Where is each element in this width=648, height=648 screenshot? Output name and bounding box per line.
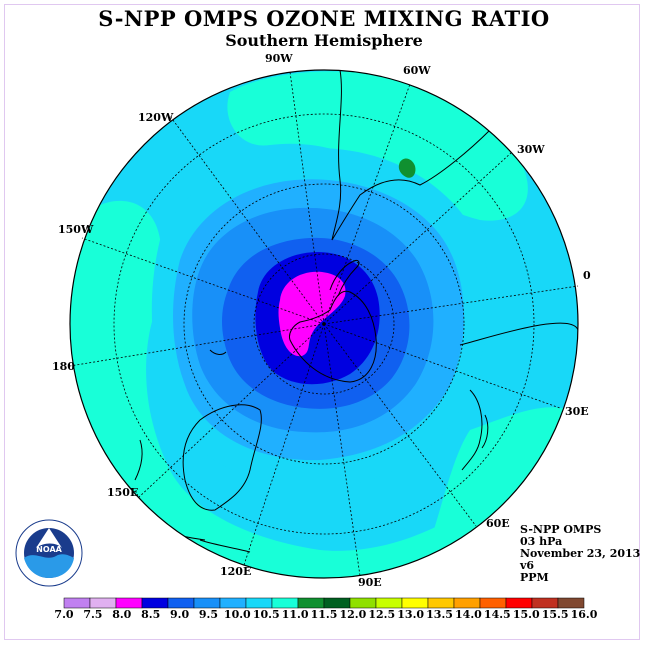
lon-label-30w: 30W [517, 143, 545, 156]
map-title: S-NPP OMPS OZONE MIXING RATIO [98, 6, 550, 31]
colorbar-tick-label: 14.5 [484, 608, 511, 621]
lon-label-0: 0 [583, 269, 591, 282]
colorbar-swatch [297, 597, 325, 609]
info-panel: S-NPP OMPS 03 hPa November 23, 2013 v6 P… [520, 524, 640, 584]
band-8-0 [278, 271, 346, 357]
colorbar-swatch [63, 597, 91, 609]
lon-label-120w: 120W [138, 111, 174, 124]
noaa-logo: NOAA [15, 519, 83, 587]
meridian-150w [81, 237, 325, 325]
info-unit: PPM [520, 571, 549, 584]
colorbar-swatch [271, 597, 299, 609]
lon-label-150e: 150E [107, 486, 138, 499]
colorbar-tick-label: 15.0 [513, 608, 540, 621]
lon-label-60w: 60W [403, 64, 431, 77]
info-version: v6 [520, 559, 535, 572]
colorbar: 7.0 7.5 8.0 8.5 9.0 9.5 10.0 10.5 11.0 11.5 12.0 12… [54, 597, 598, 621]
colorbar-tick-label: 11.0 [282, 608, 309, 621]
longitude-labels: 90W 60W 120W 30W 150W 0 180 30E 150E 60E… [52, 52, 591, 589]
latitude-ring-3 [113, 113, 535, 535]
colorbar-swatch [115, 597, 143, 609]
coast-australia [182, 404, 262, 511]
colorbar-swatch [141, 597, 169, 609]
coast-antarctica [289, 290, 377, 383]
coast-antarctic-peninsula [329, 259, 360, 297]
colorbar-tick-label: 7.5 [83, 608, 102, 621]
colorbar-swatch [89, 597, 117, 609]
latitude-ring-2 [183, 183, 465, 465]
colorbar-swatch [557, 597, 585, 609]
colorbar-tick-label: 7.0 [54, 608, 73, 621]
colorbar-tick-label: 8.0 [112, 608, 131, 621]
colorbar-tick-label: 10.5 [253, 608, 280, 621]
colorbar-tick-label: 12.5 [368, 608, 395, 621]
lon-label-180: 180 [52, 360, 75, 373]
meridian-60w [323, 83, 411, 325]
colorbar-swatch [401, 597, 429, 609]
noaa-logo-text: NOAA [36, 545, 62, 554]
meridian-120w [169, 115, 325, 325]
colorbar-tick-label: 13.5 [426, 608, 453, 621]
colorbar-swatch [453, 597, 481, 609]
colorbar-tick-label: 9.5 [199, 608, 218, 621]
band-11-5-spot [398, 158, 416, 178]
coast-new-zealand [134, 439, 143, 481]
meridian-150e [137, 323, 325, 499]
colorbar-tick-label: 13.0 [397, 608, 424, 621]
lon-label-150w: 150W [58, 223, 94, 236]
latitude-rings [113, 113, 535, 535]
figure-frame [4, 4, 640, 640]
colorbar-swatch [219, 597, 247, 609]
colorbar-tick-label: 15.5 [542, 608, 569, 621]
info-date: November 23, 2013 [520, 547, 641, 560]
band-11-0-region-north [227, 71, 528, 221]
colorbar-swatch [427, 597, 455, 609]
colorbar-swatch [349, 597, 377, 609]
coast-tasmania [209, 349, 227, 355]
colorbar-swatch [505, 597, 533, 609]
meridian-30e [323, 323, 561, 409]
coast-madagascar [481, 414, 489, 449]
colorbar-swatch [193, 597, 221, 609]
lon-label-90e: 90E [358, 576, 382, 589]
info-instrument: S-NPP OMPS [520, 523, 602, 536]
colorbar-swatch [167, 597, 195, 609]
colorbar-swatch [323, 597, 351, 609]
colorbar-swatch [245, 597, 273, 609]
colorbar-tick-label: 8.5 [141, 608, 160, 621]
colorbar-swatch [375, 597, 403, 609]
meridian-90e [323, 323, 361, 577]
map-subtitle: Southern Hemisphere [225, 31, 423, 50]
band-11-0-region-west [70, 200, 578, 578]
colorbar-tick-label: 10.0 [224, 608, 251, 621]
meridian-30w [323, 151, 513, 325]
latitude-ring-1 [253, 253, 395, 395]
colorbar-tick-label: 14.0 [455, 608, 482, 621]
colorbar-tick-label: 12.0 [339, 608, 366, 621]
meridian-180 [69, 323, 325, 367]
colorbar-tick-label: 11.5 [311, 608, 338, 621]
lon-label-120e: 120E [220, 565, 251, 578]
meridian-0 [323, 285, 579, 325]
lon-label-90w: 90W [265, 52, 293, 65]
colorbar-tick-label: 16.0 [571, 608, 598, 621]
lon-label-30e: 30E [565, 405, 589, 418]
colorbar-swatch [479, 597, 507, 609]
map-boundary [69, 69, 579, 579]
lon-label-60e: 60E [486, 517, 510, 530]
info-level: 03 hPa [520, 535, 563, 548]
colorbar-swatch [531, 597, 559, 609]
meridians [69, 71, 579, 577]
colorbar-tick-label: 9.0 [170, 608, 189, 621]
coast-africa [459, 322, 578, 471]
